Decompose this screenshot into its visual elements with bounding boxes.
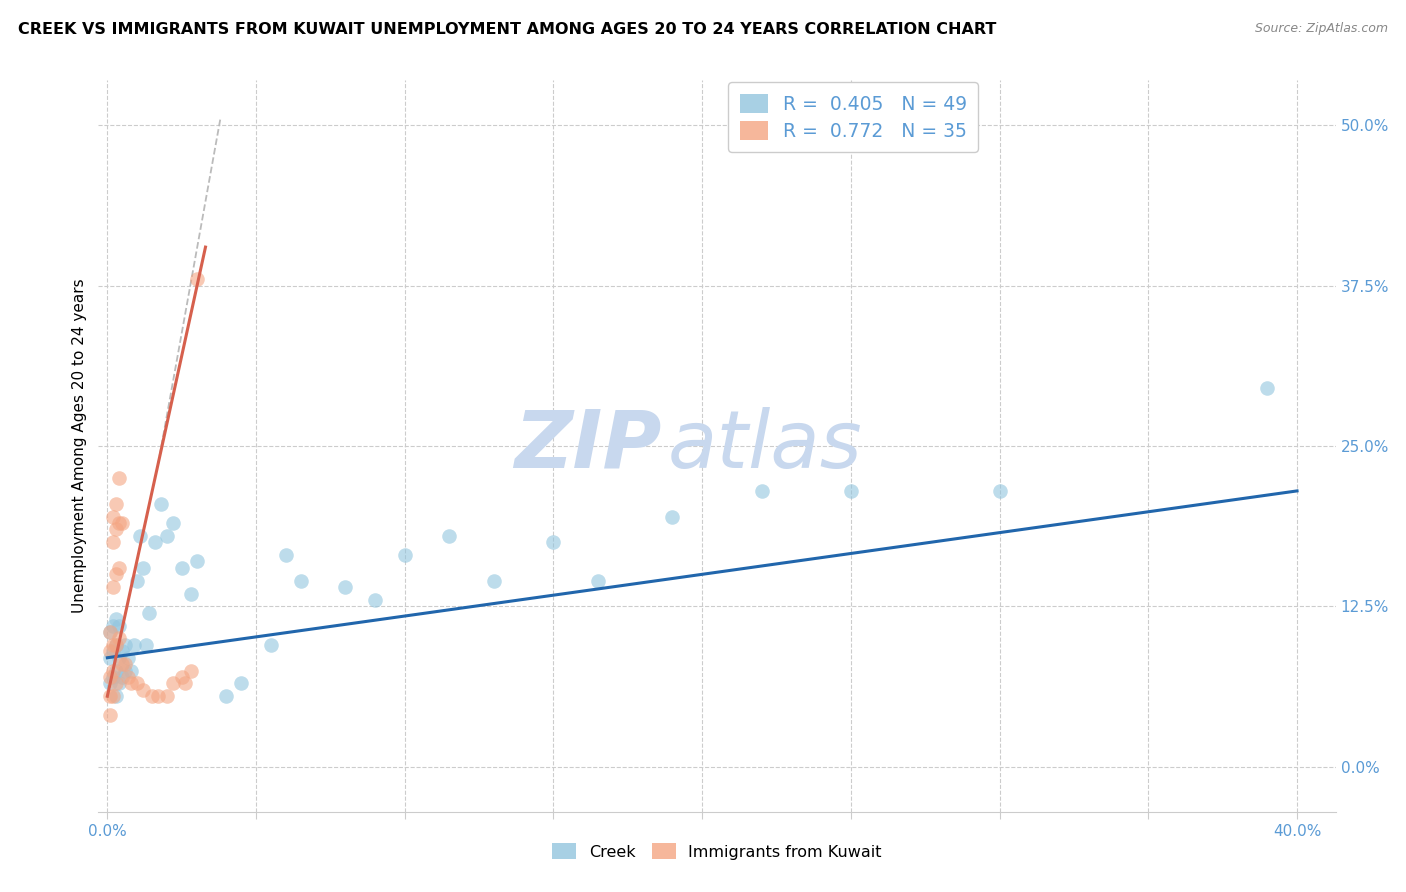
- Point: [120, 664, 142, 678]
- Point: [103, 535, 125, 549]
- Point: [105, 612, 128, 626]
- Point: [439, 529, 461, 543]
- Legend: Creek, Immigrants from Kuwait: Creek, Immigrants from Kuwait: [546, 837, 889, 866]
- Point: [98, 670, 121, 684]
- Point: [103, 509, 125, 524]
- Point: [105, 497, 128, 511]
- Point: [1256, 381, 1278, 395]
- Point: [120, 676, 142, 690]
- Point: [105, 664, 128, 678]
- Y-axis label: Unemployment Among Ages 20 to 24 years: Unemployment Among Ages 20 to 24 years: [72, 278, 87, 614]
- Point: [98, 625, 121, 640]
- Point: [290, 574, 312, 588]
- Point: [108, 632, 131, 646]
- Point: [186, 554, 208, 568]
- Point: [98, 690, 121, 704]
- Text: atlas: atlas: [668, 407, 862, 485]
- Point: [482, 574, 505, 588]
- Point: [108, 561, 131, 575]
- Point: [103, 618, 125, 632]
- Point: [132, 682, 155, 697]
- Point: [170, 670, 193, 684]
- Point: [335, 580, 357, 594]
- Point: [103, 670, 125, 684]
- Point: [114, 657, 136, 672]
- Point: [117, 670, 139, 684]
- Point: [149, 497, 172, 511]
- Point: [274, 548, 297, 562]
- Point: [105, 638, 128, 652]
- Point: [111, 657, 134, 672]
- Point: [108, 676, 131, 690]
- Point: [103, 580, 125, 594]
- Point: [114, 638, 136, 652]
- Point: [661, 509, 683, 524]
- Point: [146, 690, 169, 704]
- Point: [117, 650, 139, 665]
- Point: [105, 523, 128, 537]
- Text: Source: ZipAtlas.com: Source: ZipAtlas.com: [1254, 22, 1388, 36]
- Point: [586, 574, 609, 588]
- Text: ZIP: ZIP: [515, 407, 661, 485]
- Point: [173, 676, 195, 690]
- Point: [543, 535, 565, 549]
- Point: [98, 650, 121, 665]
- Point: [156, 529, 179, 543]
- Point: [394, 548, 416, 562]
- Point: [108, 516, 131, 530]
- Point: [114, 664, 136, 678]
- Point: [162, 676, 184, 690]
- Point: [135, 638, 157, 652]
- Point: [108, 471, 131, 485]
- Point: [751, 483, 773, 498]
- Point: [127, 574, 149, 588]
- Point: [103, 638, 125, 652]
- Text: CREEK VS IMMIGRANTS FROM KUWAIT UNEMPLOYMENT AMONG AGES 20 TO 24 YEARS CORRELATI: CREEK VS IMMIGRANTS FROM KUWAIT UNEMPLOY…: [18, 22, 997, 37]
- Point: [105, 690, 128, 704]
- Point: [180, 664, 202, 678]
- Point: [129, 529, 152, 543]
- Point: [186, 272, 208, 286]
- Point: [111, 644, 134, 658]
- Point: [215, 690, 238, 704]
- Point: [105, 567, 128, 582]
- Point: [98, 644, 121, 658]
- Point: [111, 670, 134, 684]
- Point: [111, 516, 134, 530]
- Point: [98, 625, 121, 640]
- Point: [138, 606, 160, 620]
- Point: [98, 676, 121, 690]
- Point: [127, 676, 149, 690]
- Point: [162, 516, 184, 530]
- Point: [103, 644, 125, 658]
- Point: [108, 618, 131, 632]
- Point: [170, 561, 193, 575]
- Point: [108, 650, 131, 665]
- Point: [988, 483, 1011, 498]
- Point: [260, 638, 283, 652]
- Point: [141, 690, 163, 704]
- Point: [103, 664, 125, 678]
- Point: [364, 593, 387, 607]
- Point: [132, 561, 155, 575]
- Point: [98, 708, 121, 723]
- Point: [105, 638, 128, 652]
- Point: [143, 535, 166, 549]
- Point: [103, 690, 125, 704]
- Point: [156, 690, 179, 704]
- Point: [231, 676, 253, 690]
- Point: [839, 483, 862, 498]
- Point: [105, 676, 128, 690]
- Point: [180, 586, 202, 600]
- Point: [122, 638, 145, 652]
